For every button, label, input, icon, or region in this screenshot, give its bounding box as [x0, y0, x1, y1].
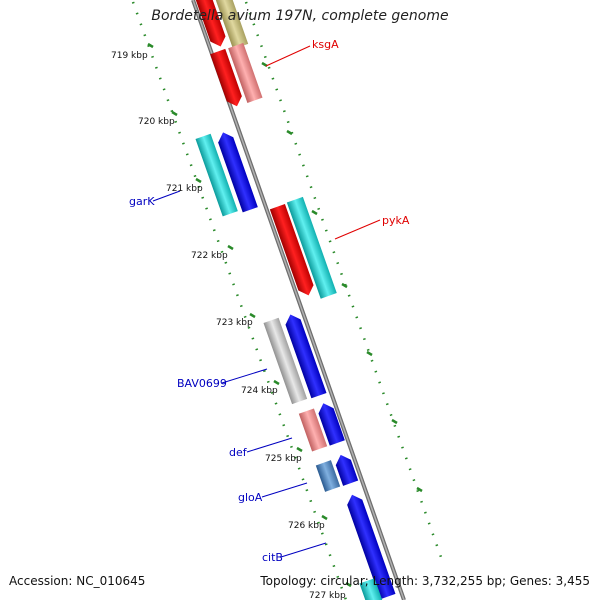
map-title: Bordetella avium 197N, complete genome	[151, 8, 449, 24]
gene-red-2[interactable]	[210, 48, 244, 109]
tick-label-719: 719 kbp	[111, 51, 148, 61]
tick-label-724: 724 kbp	[241, 386, 278, 396]
gene-ksgA[interactable]	[228, 42, 263, 103]
gene-garK[interactable]	[195, 133, 238, 217]
genome-summary: Topology: circular; Length: 3,732,255 bp…	[260, 574, 590, 588]
gene-blue-2[interactable]	[283, 312, 327, 399]
gene-blue-4[interactable]	[333, 452, 359, 486]
tick-label-727: 727 kbp	[309, 591, 346, 600]
tick-label-726: 726 kbp	[288, 521, 325, 531]
gene-blue-1[interactable]	[216, 130, 258, 213]
gene-label-BAV0699[interactable]: BAV0699	[177, 377, 227, 390]
gene-pykA[interactable]	[286, 196, 337, 299]
gene-BAV0699[interactable]	[263, 317, 308, 405]
tick-label-721: 721 kbp	[166, 184, 203, 194]
citB-leader	[280, 542, 327, 558]
gene-label-ksgA[interactable]: ksgA	[312, 38, 339, 51]
ksgA-leader	[265, 45, 311, 67]
BAV0699-leader	[221, 368, 268, 384]
gene-cyan-bottom[interactable]	[359, 578, 385, 600]
gloA-leader	[261, 482, 308, 498]
gene-def[interactable]	[298, 408, 328, 452]
tick-label-725: 725 kbp	[265, 454, 302, 464]
gene-blue-3[interactable]	[316, 401, 345, 446]
gene-red-top[interactable]	[194, 0, 228, 49]
tick-label-723: 723 kbp	[216, 318, 253, 328]
gene-gloA[interactable]	[315, 460, 341, 492]
accession-text: Accession: NC_010645	[9, 574, 146, 588]
tick-label-720: 720 kbp	[138, 117, 175, 127]
gene-label-garK[interactable]: garK	[129, 195, 155, 208]
gene-red-3[interactable]	[269, 204, 316, 298]
tick-marks-inner	[147, 42, 352, 588]
pykA-leader	[334, 219, 381, 240]
gene-olive-top[interactable]	[214, 0, 249, 50]
gene-citB[interactable]	[345, 492, 396, 600]
gene-label-def[interactable]: def	[229, 446, 248, 459]
gene-label-pykA[interactable]: pykA	[382, 214, 410, 227]
def-leader	[246, 437, 293, 453]
inner-dotted-track	[131, 1, 348, 600]
gene-label-citB[interactable]: citB	[262, 551, 283, 564]
tick-label-722: 722 kbp	[191, 251, 228, 261]
gene-label-gloA[interactable]: gloA	[238, 491, 263, 504]
garK-leader	[152, 190, 181, 202]
